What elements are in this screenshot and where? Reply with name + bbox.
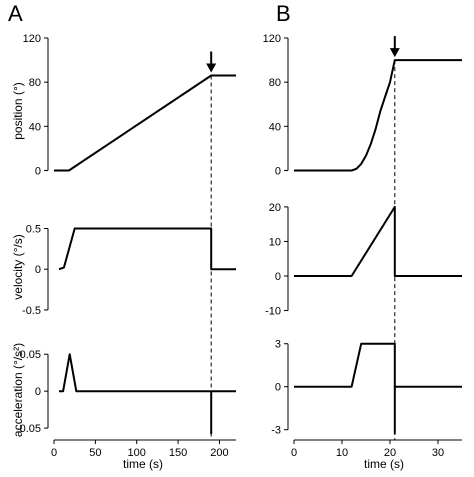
subplot-b-velocity: -10 0 10 20 [265, 202, 462, 318]
y-tick-label-b-position: 80 [269, 77, 281, 89]
subplot-a-position: 0 40 80 120 [23, 33, 236, 177]
y-tick-label-a-velocity: 0 [35, 264, 41, 276]
data-line-b-position-0 [294, 59, 462, 172]
xlabel-panel-a: time (s) [123, 457, 163, 471]
y-tick-label-b-velocity: 10 [269, 236, 281, 248]
y-tick-label-a-position: 0 [35, 165, 41, 177]
y-tick-label-b-position: 0 [275, 165, 281, 177]
panel-letter-a: A [8, 1, 23, 26]
x-tick-label-b-acceleration: 0 [291, 447, 297, 459]
x-tick-label-a-acceleration: 100 [128, 447, 146, 459]
x-tick-label-b-acceleration: 20 [384, 447, 396, 459]
ylabel-position: position (°) [11, 82, 25, 140]
y-tick-label-a-position: 120 [23, 33, 41, 45]
y-tick-label-b-acceleration: -3 [271, 425, 281, 437]
x-tick-label-a-acceleration: 50 [89, 447, 101, 459]
y-tick-label-a-position: 80 [29, 77, 41, 89]
x-tick-label-b-acceleration: 30 [432, 447, 444, 459]
ylabel-velocity: velocity (°/s) [11, 234, 25, 299]
down-arrow-icon-a [206, 63, 217, 73]
data-line-a-position-0 [54, 74, 236, 172]
y-tick-label-a-acceleration: -0.05 [16, 423, 41, 435]
y-tick-label-b-velocity: 0 [275, 271, 281, 283]
data-line-a-velocity-0 [58, 227, 236, 271]
y-tick-label-a-acceleration: 0.05 [20, 349, 41, 361]
data-line-b-velocity-0 [294, 205, 462, 277]
xlabel-panel-b: time (s) [364, 457, 404, 471]
subplot-a-velocity: -0.5 0 0.5 [22, 224, 236, 317]
x-tick-label-b-acceleration: 10 [336, 447, 348, 459]
ylabel-acceleration: acceleration (°/s²) [11, 343, 25, 437]
data-line-a-acceleration-0 [59, 353, 236, 393]
y-tick-label-a-acceleration: 0 [35, 386, 41, 398]
subplot-b-position: 0 40 80 120 [263, 33, 462, 177]
y-tick-label-b-position: 120 [263, 33, 281, 45]
y-tick-label-a-position: 40 [29, 121, 41, 133]
x-tick-label-a-acceleration: 150 [169, 447, 187, 459]
data-line-b-acceleration-0 [294, 342, 462, 388]
y-tick-label-b-velocity: -10 [265, 306, 281, 318]
y-tick-label-b-position: 40 [269, 121, 281, 133]
down-arrow-icon-b [389, 48, 400, 58]
panel-letter-b: B [276, 1, 291, 26]
x-tick-label-a-acceleration: 0 [51, 447, 57, 459]
y-tick-label-b-acceleration: 3 [275, 339, 281, 351]
y-tick-label-a-velocity: -0.5 [22, 305, 41, 317]
y-tick-label-b-acceleration: 0 [275, 382, 281, 394]
y-tick-label-a-velocity: 0.5 [26, 224, 41, 236]
y-tick-label-b-velocity: 20 [269, 202, 281, 214]
x-tick-label-a-acceleration: 200 [210, 447, 228, 459]
